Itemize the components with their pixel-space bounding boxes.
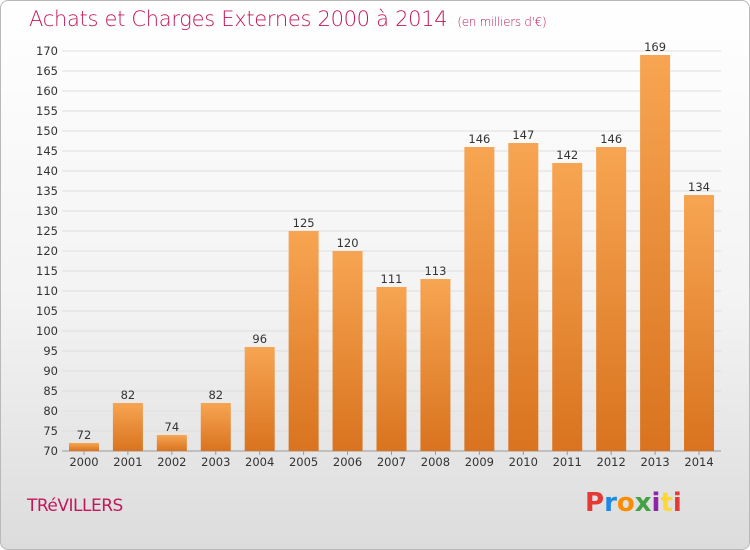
- bar-2010: [508, 143, 539, 451]
- logo-letter: i: [672, 488, 682, 518]
- data-label-2009: 146: [468, 132, 490, 146]
- data-label-2010: 147: [512, 128, 534, 142]
- x-tick-label-2009: 2009: [465, 455, 494, 469]
- y-tick-label: 100: [36, 324, 58, 338]
- data-label-2005: 125: [293, 216, 315, 230]
- bar-2011: [552, 163, 583, 451]
- bar-2008: [420, 279, 451, 451]
- proxiti-logo: Proxiti: [585, 488, 682, 518]
- bar-2005: [288, 231, 319, 451]
- x-tick-label-2003: 2003: [201, 455, 230, 469]
- x-tick-label-2010: 2010: [509, 455, 538, 469]
- y-tick-label: 170: [36, 44, 58, 58]
- y-tick-label: 160: [36, 84, 58, 98]
- y-tick-label: 95: [43, 344, 58, 358]
- y-tick-label: 145: [36, 144, 58, 158]
- chart-title-text: Achats et Charges Externes 2000 à 2014: [29, 7, 448, 31]
- x-tick-label-2002: 2002: [157, 455, 186, 469]
- data-label-2013: 169: [644, 40, 666, 54]
- x-tick-label-2004: 2004: [245, 455, 274, 469]
- y-tick-label: 125: [36, 224, 58, 238]
- bar-2013: [640, 55, 671, 451]
- y-tick-label: 140: [36, 164, 58, 178]
- x-tick-label-2007: 2007: [377, 455, 406, 469]
- bar-2001: [112, 403, 143, 451]
- x-tick-label-2011: 2011: [553, 455, 582, 469]
- x-tick-label-2001: 2001: [113, 455, 142, 469]
- logo-letter: P: [585, 488, 605, 518]
- y-tick-label: 135: [36, 184, 58, 198]
- logo-letter: o: [616, 488, 635, 518]
- y-tick-label: 70: [43, 444, 58, 458]
- bar-2002: [156, 435, 187, 451]
- commune-name: TRéVILLERS: [27, 496, 123, 516]
- bar-2003: [200, 403, 231, 451]
- bar-2000: [68, 443, 99, 451]
- data-label-2007: 111: [381, 272, 403, 286]
- bar-2004: [244, 347, 275, 451]
- data-label-2001: 82: [121, 388, 136, 402]
- y-tick-label: 90: [43, 364, 58, 378]
- y-tick-label: 115: [36, 264, 58, 278]
- data-labels: 72 82 74 82 96 125 120 111 113 146 147 142 146 169 134: [77, 40, 710, 442]
- data-label-2004: 96: [252, 332, 267, 346]
- bar-2012: [596, 147, 627, 451]
- data-label-2002: 74: [165, 420, 180, 434]
- x-tick-label-2014: 2014: [684, 455, 713, 469]
- chart-subtitle: (en milliers d'€): [457, 15, 547, 29]
- bars: [68, 55, 715, 451]
- logo-letter: i: [651, 488, 661, 518]
- data-label-2011: 142: [556, 148, 578, 162]
- x-tick-label-2006: 2006: [333, 455, 362, 469]
- y-tick-label: 165: [36, 64, 58, 78]
- y-axis-ticks: 70 75 80 85 90 95 100 105 110 115 120 125 130 135 140 1…: [36, 44, 58, 458]
- data-label-2014: 134: [688, 180, 710, 194]
- x-tick-label-2013: 2013: [640, 455, 669, 469]
- data-label-2000: 72: [77, 428, 92, 442]
- bar-2014: [684, 195, 715, 451]
- x-tick-label-2012: 2012: [597, 455, 626, 469]
- x-tick-label-2008: 2008: [421, 455, 450, 469]
- chart-title: Achats et Charges Externes 2000 à 2014 (e…: [29, 7, 547, 31]
- y-tick-label: 110: [36, 284, 58, 298]
- y-tick-label: 150: [36, 124, 58, 138]
- data-label-2003: 82: [208, 388, 223, 402]
- y-tick-label: 105: [36, 304, 58, 318]
- y-tick-label: 85: [43, 384, 58, 398]
- bar-2007: [376, 287, 407, 451]
- bar-2006: [332, 251, 363, 451]
- y-tick-label: 80: [43, 404, 58, 418]
- y-tick-label: 155: [36, 104, 58, 118]
- y-tick-label: 120: [36, 244, 58, 258]
- logo-letter: x: [634, 488, 652, 518]
- x-tick-label-2000: 2000: [69, 455, 98, 469]
- bar-2009: [464, 147, 495, 451]
- logo-letter: t: [660, 488, 673, 518]
- data-label-2006: 120: [337, 236, 359, 250]
- y-tick-label: 130: [36, 204, 58, 218]
- x-tick-label-2005: 2005: [289, 455, 318, 469]
- x-axis-ticks: 2000 2001 2002 2003 2004 2005 2006 2007 2008 2009…: [69, 451, 714, 469]
- y-tick-label: 75: [43, 424, 58, 438]
- data-label-2012: 146: [600, 132, 622, 146]
- data-label-2008: 113: [424, 264, 446, 278]
- logo-letter: r: [604, 488, 617, 518]
- bar-chart: 70 75 80 85 90 95 100 105 110 115 120 125 130 135 140 1…: [36, 40, 721, 469]
